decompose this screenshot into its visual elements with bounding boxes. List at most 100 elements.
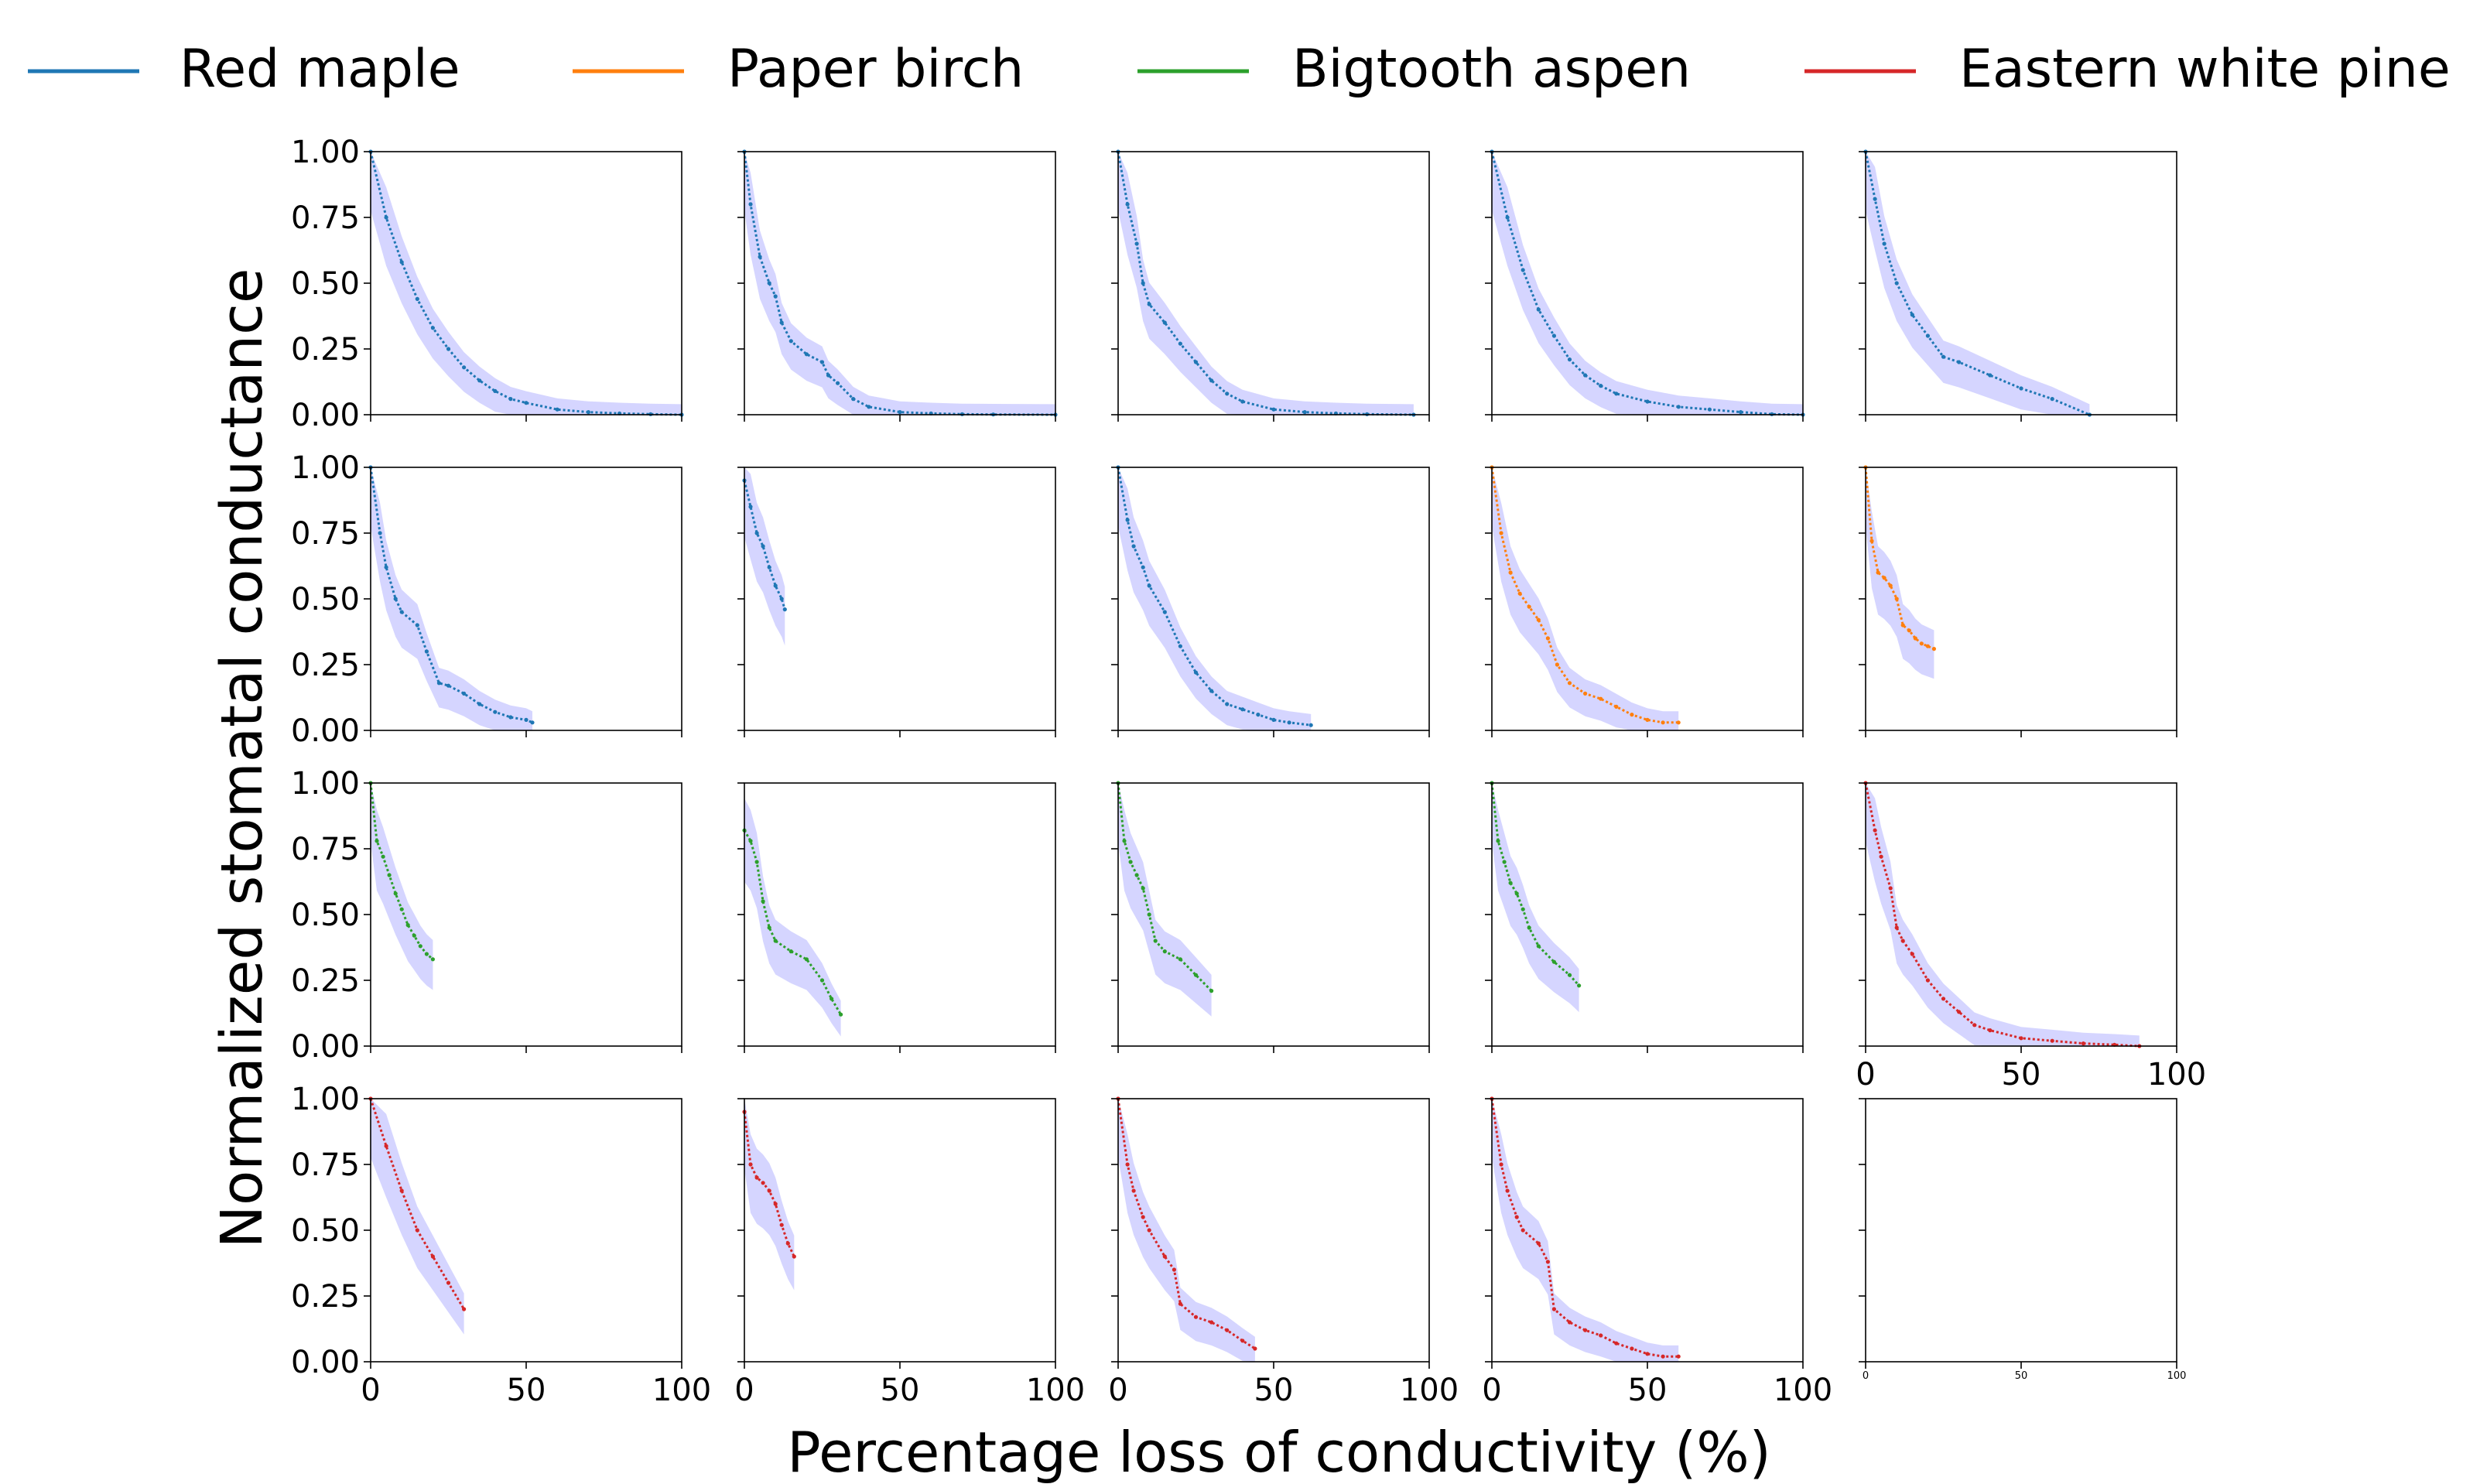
x-tick-label: 50 <box>2015 1370 2028 1382</box>
data-point <box>586 410 591 415</box>
data-point <box>1527 604 1531 609</box>
data-point <box>1508 880 1513 885</box>
data-point <box>1676 405 1681 409</box>
data-point <box>1879 854 1883 859</box>
data-point <box>1972 1023 1977 1028</box>
data-point <box>1536 307 1541 312</box>
data-point <box>430 957 436 962</box>
data-point <box>412 933 416 938</box>
data-point <box>1676 1354 1681 1359</box>
data-point <box>748 839 753 843</box>
data-point <box>446 347 451 351</box>
y-tick-label: 1.00 <box>291 766 360 802</box>
data-point <box>1178 341 1182 346</box>
data-point <box>1888 583 1893 588</box>
data-point <box>555 407 559 412</box>
x-tick-label: 100 <box>1026 1373 1085 1408</box>
data-point <box>1536 944 1541 949</box>
data-point <box>1894 925 1899 930</box>
data-point <box>1555 662 1559 667</box>
data-point <box>1910 952 1914 956</box>
y-tick-label: 0.00 <box>291 713 360 749</box>
data-point <box>393 891 398 896</box>
data-point <box>748 202 753 207</box>
uncertainty-band-0 <box>1492 467 1679 730</box>
data-point <box>748 1162 753 1167</box>
data-point <box>1308 723 1313 727</box>
data-point <box>1508 570 1513 575</box>
subplot-r1-c1: 1.00 0.75 0.50 0.25 0.00 <box>291 135 684 433</box>
y-tick-label: 0.00 <box>291 398 360 433</box>
data-point <box>430 326 436 330</box>
data-point <box>1505 1188 1510 1193</box>
data-point <box>1193 360 1199 364</box>
subplot-r3-c2 <box>737 782 1056 1053</box>
data-point <box>1869 539 1874 543</box>
data-point <box>773 583 778 588</box>
y-tick-label: 0.25 <box>291 1279 360 1315</box>
data-point <box>1514 1215 1519 1219</box>
data-point <box>2050 397 2054 402</box>
data-point <box>779 597 784 601</box>
data-point <box>1134 241 1139 246</box>
data-point <box>1271 407 1276 412</box>
x-tick-label: 50 <box>1628 1373 1668 1408</box>
data-point <box>761 1181 765 1185</box>
x-tick-label: 100 <box>2147 1057 2206 1092</box>
data-point <box>754 1175 759 1180</box>
y-tick-label: 0.75 <box>291 200 360 236</box>
data-point <box>1520 268 1525 272</box>
data-point <box>1178 1301 1182 1306</box>
subplot-r1-c5 <box>1859 149 2177 422</box>
data-point <box>1499 531 1503 535</box>
uncertainty-band-0 <box>1118 152 1414 415</box>
data-point <box>1178 644 1182 648</box>
data-point <box>1141 565 1145 569</box>
data-point <box>788 949 793 954</box>
subplot-r4-c2: 0 50 100 <box>734 1098 1085 1408</box>
y-tick-label: 0.25 <box>291 963 360 999</box>
y-tick-label: 0.50 <box>291 1213 360 1249</box>
data-point <box>1514 891 1519 896</box>
subplot-r4-c5: 0 50 100 <box>1859 1098 2186 1382</box>
data-point <box>1873 828 1877 833</box>
data-point <box>767 925 771 930</box>
data-point <box>436 681 442 686</box>
uncertainty-band-0 <box>1866 783 2140 1046</box>
data-point <box>1193 670 1199 675</box>
data-point <box>1873 197 1877 201</box>
uncertainty-band-0 <box>371 783 433 990</box>
data-point <box>1988 1028 1993 1033</box>
data-point <box>493 388 498 393</box>
data-point <box>1499 1162 1503 1167</box>
data-point <box>1577 983 1582 988</box>
data-point <box>1551 959 1556 964</box>
data-point <box>782 607 787 612</box>
data-point <box>1209 1320 1214 1325</box>
x-tick-label: 0 <box>1856 1057 1875 1092</box>
data-point <box>836 381 840 385</box>
data-point <box>381 854 385 859</box>
data-point <box>1209 689 1214 693</box>
data-point <box>1502 860 1507 864</box>
data-point <box>405 923 410 928</box>
data-point <box>1567 357 1572 362</box>
data-point <box>1162 949 1167 954</box>
data-point <box>1707 407 1712 412</box>
data-point <box>773 294 778 299</box>
data-point <box>767 565 771 569</box>
data-point <box>1941 354 1946 359</box>
data-point <box>773 939 778 943</box>
data-point <box>1520 907 1525 911</box>
data-point <box>1141 1215 1145 1219</box>
uncertainty-band-0 <box>1492 152 1803 415</box>
data-point <box>1141 886 1145 891</box>
series-line-0 <box>1117 151 1414 416</box>
data-point <box>1645 1352 1650 1356</box>
uncertainty-band-0 <box>744 152 1055 415</box>
data-point <box>375 839 379 843</box>
data-point <box>399 907 404 911</box>
data-point <box>761 899 765 904</box>
data-point <box>748 504 753 509</box>
